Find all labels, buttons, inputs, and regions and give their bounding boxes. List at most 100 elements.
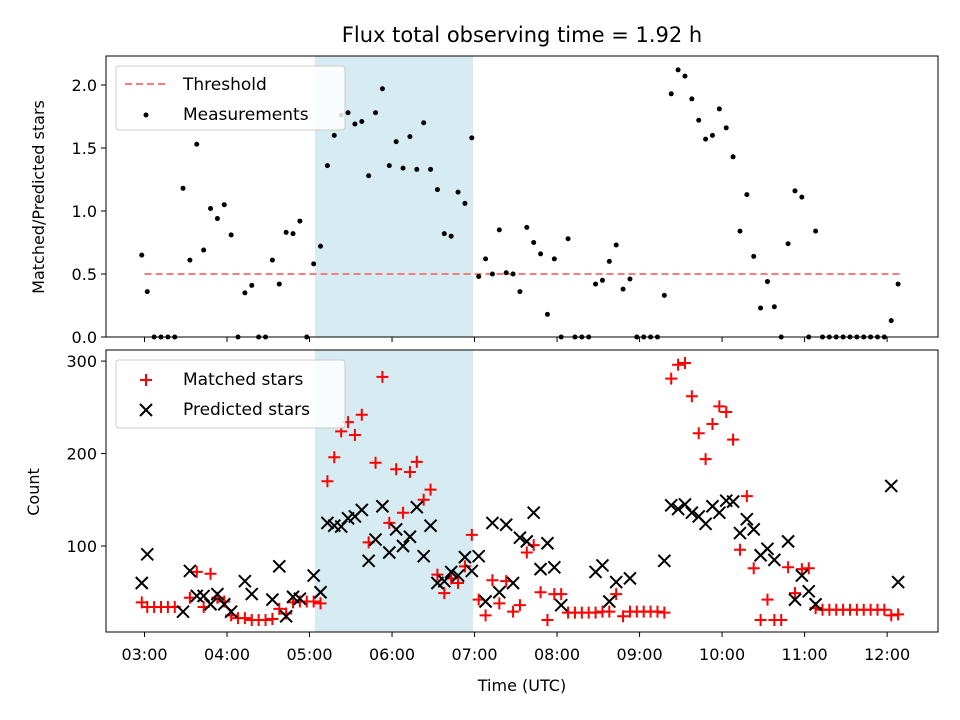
x-tick-label: 03:00 — [121, 645, 167, 664]
y-tick-label: 1.5 — [72, 139, 97, 158]
data-point — [531, 239, 537, 245]
data-point — [737, 228, 743, 234]
data-point — [602, 594, 617, 609]
data-point — [279, 609, 293, 623]
x-tick-label: 10:00 — [699, 645, 745, 664]
data-point — [434, 187, 440, 193]
legend-matched-label: Matched stars — [183, 370, 303, 390]
data-point — [479, 609, 492, 622]
data-point — [462, 200, 468, 206]
data-point — [297, 218, 303, 224]
data-point — [520, 546, 533, 559]
data-point — [183, 564, 197, 578]
data-point — [603, 605, 616, 618]
data-point — [623, 571, 637, 586]
data-point — [269, 257, 275, 263]
y-tick-label: 100 — [66, 537, 97, 556]
data-point — [306, 568, 321, 583]
data-point — [139, 252, 145, 258]
data-point — [190, 565, 203, 578]
data-point — [441, 231, 447, 237]
x-tick-label: 08:00 — [534, 645, 580, 664]
data-point — [685, 506, 699, 520]
legend: Threshold Measurements — [115, 65, 346, 131]
x-tick-label: 09:00 — [617, 645, 663, 664]
data-point — [416, 549, 431, 563]
data-point — [692, 427, 705, 440]
legend-threshold-label: Threshold — [182, 75, 267, 95]
data-point — [314, 597, 327, 610]
data-point — [740, 512, 754, 526]
data-point — [682, 73, 688, 79]
data-point — [273, 602, 286, 615]
legend-predicted-swatch — [139, 403, 153, 417]
data-point — [668, 91, 674, 97]
data-point — [403, 530, 417, 544]
data-point — [685, 390, 698, 403]
data-point — [135, 576, 149, 590]
data-point — [723, 125, 729, 131]
data-point — [369, 456, 382, 469]
data-point — [397, 506, 410, 519]
data-point — [187, 257, 193, 263]
data-point — [389, 522, 403, 537]
legend-box — [115, 359, 346, 429]
data-point — [792, 188, 798, 194]
data-point — [713, 400, 726, 413]
data-point — [709, 132, 715, 138]
data-point — [716, 106, 722, 112]
data-point — [238, 574, 252, 588]
data-point — [266, 613, 279, 626]
data-point — [224, 604, 238, 619]
x-axis-label: Time (UTC) — [477, 676, 566, 695]
data-point — [493, 597, 506, 610]
data-point — [771, 304, 777, 310]
data-point — [595, 558, 610, 573]
data-point — [733, 543, 746, 556]
data-point — [208, 205, 214, 211]
data-point — [140, 547, 154, 562]
data-point — [892, 608, 905, 621]
data-point — [513, 599, 526, 612]
data-point — [452, 576, 465, 589]
data-point — [699, 453, 712, 466]
x-tick-label: 05:00 — [286, 645, 332, 664]
data-point — [196, 589, 211, 603]
data-point — [485, 516, 500, 530]
data-point — [465, 528, 478, 541]
chart-title: Flux total observing time = 1.92 h — [342, 23, 702, 47]
y-tick-label: 1.0 — [72, 202, 97, 221]
data-point — [712, 506, 727, 520]
data-point — [802, 584, 816, 599]
data-point — [689, 96, 695, 102]
x-tick-label: 11:00 — [782, 645, 828, 664]
data-point — [348, 429, 361, 442]
data-point — [410, 500, 424, 514]
data-point — [733, 526, 747, 540]
data-point — [520, 534, 534, 549]
data-point — [706, 417, 719, 430]
data-point — [444, 565, 458, 579]
data-point — [610, 588, 623, 601]
data-point — [555, 588, 568, 601]
data-point — [345, 110, 351, 116]
data-point — [144, 289, 150, 295]
x-tick-label: 06:00 — [369, 645, 415, 664]
count-panel: 100 200 300 03:00 04:00 05:00 06:00 07:00 08:00 0… — [24, 349, 939, 695]
data-point — [510, 271, 516, 277]
data-point — [249, 282, 255, 288]
series-predicted-stars — [135, 479, 905, 623]
data-point — [478, 594, 493, 609]
data-point — [203, 597, 218, 611]
data-point — [486, 574, 499, 587]
data-point — [228, 232, 234, 238]
data-point — [210, 587, 225, 601]
data-point — [290, 231, 296, 237]
data-point — [355, 408, 368, 421]
data-point — [895, 281, 901, 287]
data-point — [554, 598, 568, 612]
y-tick-label: 2.0 — [72, 76, 97, 95]
data-point — [627, 276, 633, 282]
legend-measurements-swatch — [143, 112, 149, 118]
data-point — [438, 587, 451, 600]
